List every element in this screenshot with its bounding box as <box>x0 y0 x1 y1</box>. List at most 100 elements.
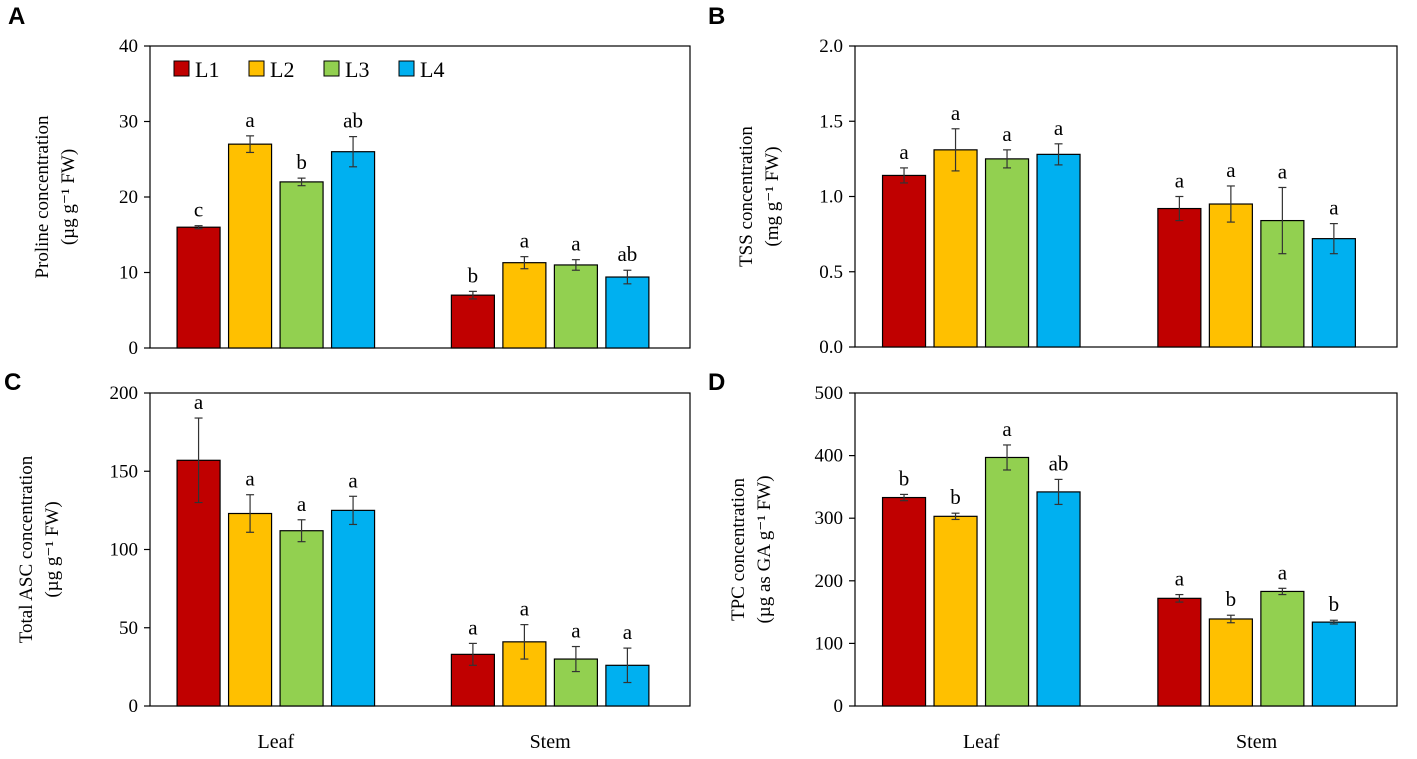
bar-l3-leaf <box>279 181 324 349</box>
significance-letter: a <box>245 108 255 132</box>
y-tick-label: 40 <box>119 36 138 57</box>
significance-letter: a <box>194 390 204 414</box>
legend-label-l3: L3 <box>345 57 369 82</box>
bar-l4-stem <box>1311 238 1356 348</box>
significance-letter: b <box>1329 592 1340 616</box>
bar-l3-stem <box>1260 590 1305 707</box>
bar-l2-stem <box>1208 618 1253 707</box>
significance-letter: a <box>520 229 530 253</box>
significance-letter: a <box>951 101 961 125</box>
y-tick-label: 0.5 <box>819 262 843 283</box>
bar-l4-leaf <box>1036 491 1081 707</box>
significance-letter: ab <box>617 242 637 266</box>
x-category-label-stem: Stem <box>1236 731 1278 753</box>
legend-label-l2: L2 <box>270 57 294 82</box>
bar-l1-stem <box>1157 207 1202 348</box>
bar-l4-stem <box>1311 621 1356 707</box>
panel-label-a: A <box>8 3 25 30</box>
significance-letter: a <box>1175 567 1185 591</box>
significance-letter: a <box>1278 159 1288 183</box>
significance-letter: a <box>571 619 581 643</box>
significance-letter: a <box>1329 196 1339 220</box>
significance-letter: ab <box>1049 451 1069 475</box>
y-tick-label: 30 <box>119 112 138 133</box>
bar-l2-leaf <box>933 515 978 707</box>
panel-label-d: D <box>708 369 725 396</box>
significance-letter: a <box>1002 417 1012 441</box>
significance-letter: a <box>245 467 255 491</box>
significance-letter: b <box>1226 587 1237 611</box>
bar-l2-leaf <box>227 143 273 349</box>
significance-letter: a <box>1278 560 1288 584</box>
panel-label-c: C <box>4 369 21 396</box>
y-axis-title: Total ASC concentration <box>16 455 37 643</box>
y-axis-title: TSS concentration <box>736 126 757 267</box>
bar-l1-leaf <box>176 226 221 349</box>
bar-l2-stem <box>1208 203 1253 348</box>
y-axis-unit: (mg g⁻¹ FW) <box>762 146 783 246</box>
y-axis-unit: (µg g⁻¹ FW) <box>42 501 63 597</box>
chart-panel-c: 0 50 100 150 200 Total ASC concentration (µg g… <box>16 383 691 753</box>
bar-l4-stem <box>605 276 650 349</box>
significance-letter: a <box>1175 169 1185 193</box>
significance-letter: c <box>194 198 203 222</box>
y-tick-label: 0 <box>834 696 844 717</box>
y-tick-label: 2.0 <box>819 36 843 57</box>
bar-l3-leaf <box>984 456 1030 707</box>
y-tick-label: 50 <box>119 618 138 639</box>
y-tick-label: 0 <box>129 696 139 717</box>
bar-l1-leaf <box>881 174 927 348</box>
y-axis-unit: (µg g⁻¹ FW) <box>58 149 79 245</box>
y-tick-label: 1.5 <box>819 111 843 132</box>
significance-letter: a <box>468 615 478 639</box>
legend-swatch-l3 <box>323 60 340 77</box>
bar-l4-leaf <box>330 151 376 349</box>
legend-swatch-l2 <box>248 60 265 77</box>
y-axis-title: TPC concentration <box>728 478 749 621</box>
bar-l2-stem <box>502 262 547 349</box>
chart-panel-b: 0.0 0.5 1.0 1.5 2.0 TSS concentration (mg g⁻¹ … <box>736 36 1398 358</box>
y-tick-label: 150 <box>110 461 139 482</box>
bar-l2-leaf <box>227 512 273 707</box>
significance-letter: b <box>950 485 961 509</box>
panel-label-b: B <box>708 3 725 30</box>
y-tick-label: 10 <box>119 263 138 284</box>
significance-letter: a <box>297 492 307 516</box>
plot-frame <box>854 392 1398 707</box>
significance-letter: a <box>1002 122 1012 146</box>
chart-panel-a: 0 10 20 30 40 Proline concentration (µg g⁻¹ FW… <box>32 36 691 359</box>
bar-l4-leaf <box>330 509 376 707</box>
bar-l3-stem <box>553 264 598 349</box>
significance-letter: ab <box>343 109 363 133</box>
bar-l2-leaf <box>933 149 978 348</box>
x-category-label-leaf: Leaf <box>257 731 294 753</box>
significance-letter: a <box>1054 116 1064 140</box>
y-tick-label: 1.0 <box>819 187 843 208</box>
y-tick-label: 200 <box>815 571 844 592</box>
y-tick-label: 100 <box>110 540 139 561</box>
y-tick-label: 0.0 <box>819 337 843 358</box>
legend-label-l1: L1 <box>195 57 219 82</box>
significance-letter: a <box>899 140 909 164</box>
bar-l1-leaf <box>881 496 927 707</box>
y-tick-label: 0 <box>129 338 139 359</box>
bar-l3-leaf <box>279 530 324 707</box>
y-tick-label: 20 <box>119 187 138 208</box>
significance-letter: b <box>296 150 307 174</box>
significance-letter: a <box>520 597 530 621</box>
y-tick-label: 400 <box>815 446 844 467</box>
legend: L1 L2 L3 L4 <box>173 57 444 82</box>
legend-swatch-l4 <box>398 60 415 77</box>
y-axis-title: Proline concentration <box>32 115 53 279</box>
y-tick-label: 300 <box>815 508 844 529</box>
legend-swatch-l1 <box>173 60 190 77</box>
significance-letter: b <box>899 466 910 490</box>
bar-l3-leaf <box>984 158 1030 348</box>
y-tick-label: 500 <box>815 383 844 404</box>
significance-letter: b <box>468 263 479 287</box>
bar-l1-stem <box>450 294 495 349</box>
y-axis-unit: (µg as GA g⁻¹ FW) <box>754 475 775 623</box>
y-tick-label: 200 <box>110 383 139 404</box>
x-category-label-stem: Stem <box>530 731 572 753</box>
